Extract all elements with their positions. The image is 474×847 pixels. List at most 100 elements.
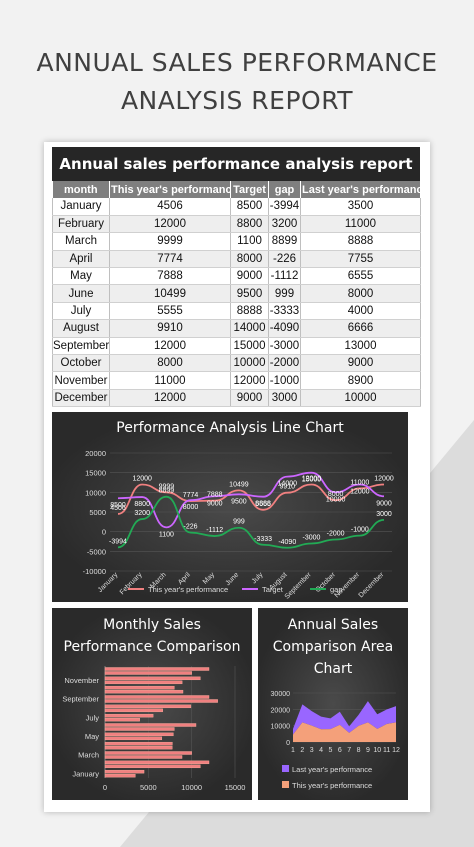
y-tick-label: 10000 [85, 488, 106, 497]
data-label: 3200 [134, 510, 150, 517]
data-label: 12000 [374, 475, 394, 482]
cell-last-year: 8000 [300, 284, 421, 303]
data-label: -3333 [254, 536, 272, 543]
legend-label-0: This year's performance [148, 585, 228, 594]
x-tick-label: May [202, 571, 217, 586]
data-label: 7774 [183, 492, 199, 499]
bar [104, 723, 197, 727]
cell-gap: -1112 [268, 267, 301, 286]
x-tick-label: 12 [392, 747, 400, 754]
y-tick-label: September [62, 695, 99, 704]
cell-gap: -4090 [268, 319, 301, 338]
cell-last-year: 6555 [300, 267, 421, 286]
bar-chart-title-line2: Performance Comparison [63, 639, 241, 655]
cell-gap: -1000 [268, 371, 301, 390]
data-label: 12000 [132, 475, 152, 482]
x-tick-label: 6 [338, 747, 342, 754]
y-tick-label: November [64, 676, 99, 685]
x-tick-label: 1 [291, 747, 295, 754]
cell-target: 9500 [230, 284, 269, 303]
cell-target: 8000 [230, 250, 269, 269]
data-label: -4090 [278, 539, 296, 546]
cell-target: 1100 [230, 232, 269, 251]
cell-last-year: 8888 [300, 232, 421, 251]
area-chart-title-line3: Chart [313, 661, 353, 677]
data-label: 4506 [110, 505, 126, 512]
bar [104, 755, 183, 759]
y-tick-label: July [86, 713, 100, 722]
cell-gap: 3200 [268, 215, 301, 234]
data-label: 999 [233, 519, 245, 526]
sales-table: month This year's performance Target gap… [52, 181, 421, 408]
data-label: 8000 [328, 491, 344, 498]
y-tick-label: January [72, 769, 99, 778]
data-label: -3994 [109, 538, 127, 545]
table-row: December 12000 9000 3000 10000 [52, 389, 421, 408]
x-tick-label: 8 [357, 747, 361, 754]
table-title: Annual sales performance analysis report [52, 147, 420, 181]
data-label: -226 [184, 524, 198, 531]
cell-gap: -2000 [268, 354, 301, 373]
cell-this-year: 4506 [109, 198, 231, 216]
bar [104, 695, 210, 699]
bar-chart: 0 5000 10000 15000 November September July May M… [62, 666, 246, 792]
data-label: 8800 [134, 501, 150, 508]
cell-gap: 8899 [268, 232, 301, 251]
cell-month: April [52, 250, 110, 269]
cell-target: 15000 [230, 337, 269, 356]
cell-this-year: 5555 [109, 302, 231, 321]
data-label: 8000 [183, 504, 199, 511]
cell-gap: 3000 [268, 389, 301, 408]
data-label: 7888 [207, 492, 223, 499]
y-tick-label: 0 [102, 528, 106, 537]
x-tick-label: 7 [347, 747, 351, 754]
table-row: April 7774 8000 -226 7755 [52, 250, 421, 269]
x-tick-label: 10000 [181, 783, 202, 792]
bar [104, 713, 154, 718]
y-tick-label: 20000 [85, 449, 106, 458]
data-label: 9500 [231, 498, 247, 505]
x-tick-label: 2 [300, 747, 304, 754]
data-label: 8500 [110, 502, 126, 509]
cell-target: 14000 [230, 319, 269, 338]
x-tick-label: December [358, 571, 386, 599]
table-row: July 5555 8888 -3333 4000 [52, 302, 421, 321]
data-label: 14000 [278, 481, 298, 488]
cell-last-year: 7755 [300, 250, 421, 269]
area-last-year [293, 701, 396, 735]
table-header-row: month This year's performance Target gap… [52, 181, 421, 198]
x-tick-label: 15000 [225, 783, 246, 792]
cell-this-year: 10499 [109, 284, 231, 303]
cell-this-year: 9999 [109, 232, 231, 251]
cell-month: October [52, 354, 110, 373]
cell-this-year: 11000 [109, 371, 231, 390]
y-tick-label: March [78, 751, 99, 760]
cell-last-year: 11000 [300, 215, 421, 234]
bar [104, 760, 210, 765]
bar [104, 727, 175, 731]
line-chart-title: Performance Analysis Line Chart [116, 420, 344, 436]
bar [104, 689, 184, 694]
data-label: 11000 [350, 479, 369, 486]
cell-month: June [52, 284, 110, 303]
cell-gap: -3994 [268, 198, 301, 216]
cell-target: 9000 [230, 389, 269, 408]
cell-month: February [52, 215, 110, 234]
bar [104, 769, 145, 774]
cell-target: 8500 [230, 198, 269, 216]
area-chart-panel: Annual Sales Comparison Area Chart 30000… [258, 608, 408, 800]
bar [104, 745, 173, 750]
cell-target: 10000 [230, 354, 269, 373]
line-chart-panel: Performance Analysis Line Chart 20000 150… [52, 412, 408, 602]
col-header-gap: gap [268, 181, 301, 198]
x-tick-label: 5000 [140, 783, 157, 792]
cell-month: November [52, 371, 110, 390]
x-tick-label: 5 [329, 747, 333, 754]
cell-last-year: 8900 [300, 371, 421, 390]
bar [104, 736, 163, 741]
cell-target: 8800 [230, 215, 269, 234]
cell-gap: -226 [268, 250, 301, 269]
data-label: 15000 [302, 477, 322, 484]
cell-this-year: 7774 [109, 250, 231, 269]
